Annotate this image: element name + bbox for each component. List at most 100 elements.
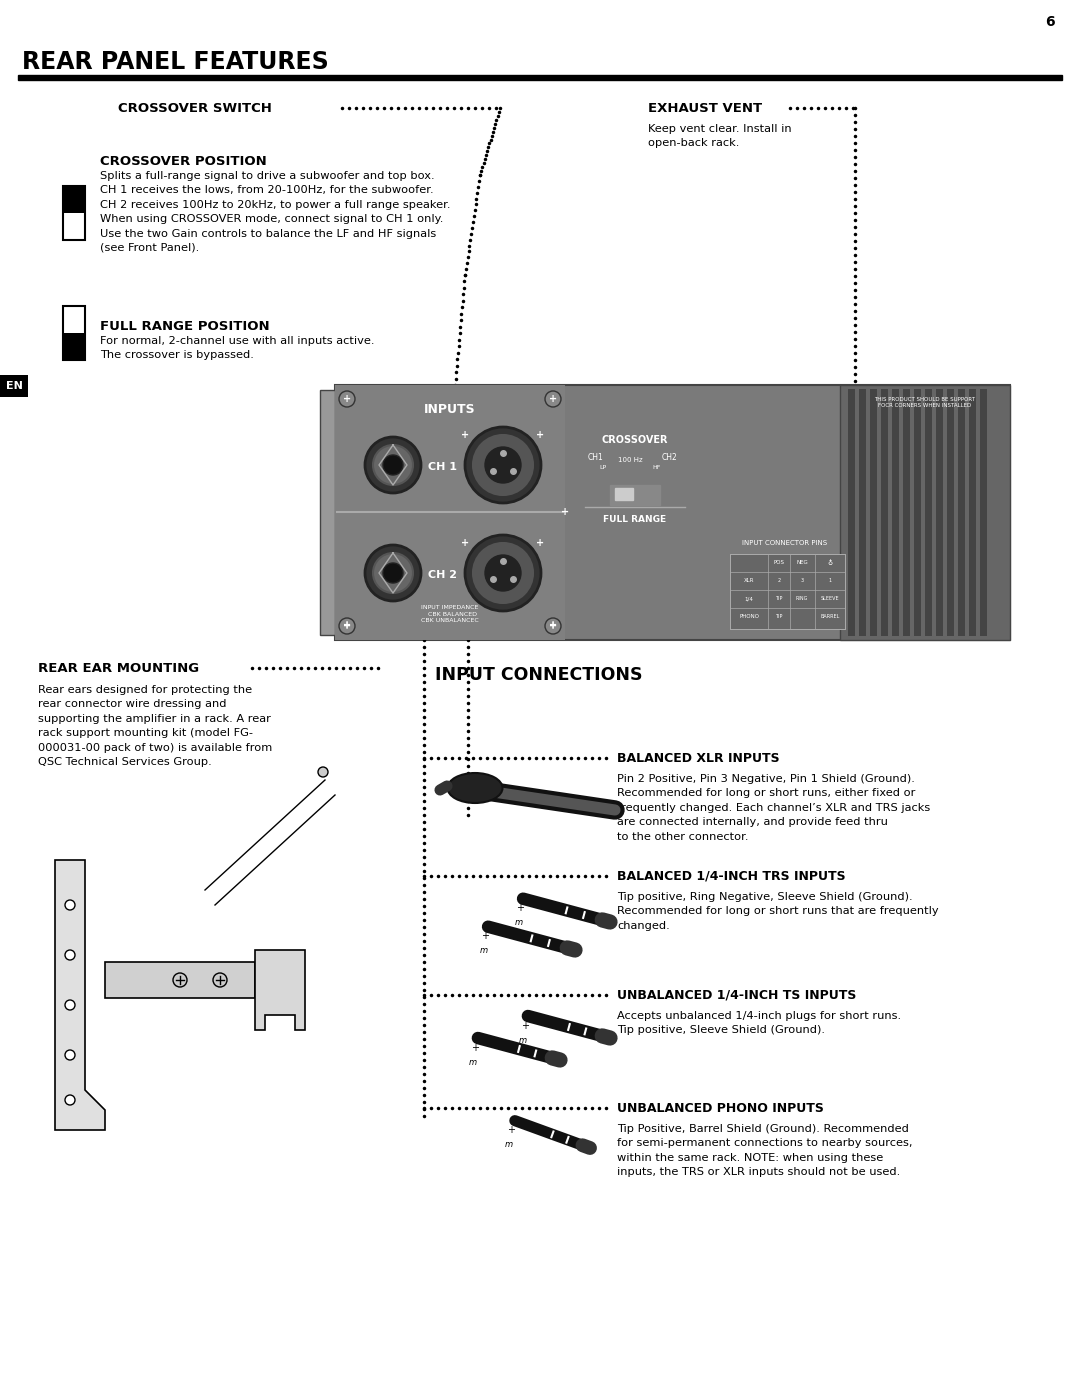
Bar — [63, 186, 85, 240]
Bar — [335, 386, 565, 640]
Circle shape — [545, 617, 561, 634]
Bar — [63, 186, 85, 212]
Bar — [320, 390, 335, 636]
Text: CH 1: CH 1 — [429, 462, 458, 472]
Text: CH1: CH1 — [588, 453, 603, 462]
Bar — [615, 488, 633, 500]
Ellipse shape — [447, 773, 502, 803]
Bar — [958, 388, 966, 636]
Text: 1: 1 — [828, 578, 832, 584]
Text: +: + — [536, 430, 544, 440]
Circle shape — [65, 900, 75, 909]
Text: m: m — [519, 1035, 527, 1045]
Circle shape — [213, 972, 227, 988]
Text: HF: HF — [652, 465, 661, 469]
Text: 2: 2 — [778, 578, 781, 584]
Text: INPUTS: INPUTS — [424, 402, 476, 416]
Bar — [947, 388, 954, 636]
Bar — [848, 388, 855, 636]
Text: EXHAUST VENT: EXHAUST VENT — [648, 102, 762, 115]
Text: Keep vent clear. Install in
open-back rack.: Keep vent clear. Install in open-back ra… — [648, 124, 792, 148]
Text: BARREL: BARREL — [821, 615, 839, 619]
Text: m: m — [480, 946, 487, 956]
Text: 6: 6 — [1045, 15, 1055, 29]
Circle shape — [173, 972, 187, 988]
Bar — [730, 555, 845, 629]
Text: 3: 3 — [800, 578, 804, 584]
Polygon shape — [105, 963, 255, 997]
Text: 100 Hz: 100 Hz — [618, 457, 643, 462]
Text: +: + — [516, 904, 525, 914]
Text: +: + — [482, 932, 489, 942]
Bar — [63, 306, 85, 360]
Bar — [903, 388, 910, 636]
Text: BALANCED XLR INPUTS: BALANCED XLR INPUTS — [617, 752, 780, 764]
Text: +: + — [461, 538, 469, 548]
Text: NEG: NEG — [796, 560, 808, 566]
Circle shape — [318, 767, 328, 777]
Text: m: m — [469, 1058, 477, 1067]
Text: Tip Positive, Barrel Shield (Ground). Recommended
for semi-permanent connections: Tip Positive, Barrel Shield (Ground). Re… — [617, 1125, 913, 1178]
Bar — [969, 388, 976, 636]
Text: 1/4: 1/4 — [744, 597, 754, 602]
Text: +: + — [549, 394, 557, 404]
Bar — [859, 388, 866, 636]
Text: CROSSOVER SWITCH: CROSSOVER SWITCH — [118, 102, 272, 115]
Circle shape — [485, 447, 521, 483]
Bar — [63, 332, 85, 360]
Text: FULL RANGE POSITION: FULL RANGE POSITION — [100, 320, 270, 332]
Text: EN: EN — [5, 381, 23, 391]
Circle shape — [485, 555, 521, 591]
Text: XLR: XLR — [744, 578, 754, 584]
Text: m: m — [514, 918, 523, 928]
Circle shape — [365, 545, 421, 601]
Text: +: + — [549, 622, 557, 631]
Text: +: + — [561, 507, 569, 517]
Text: FULL RANGE: FULL RANGE — [604, 515, 666, 524]
Circle shape — [339, 617, 355, 634]
Circle shape — [473, 434, 534, 495]
Bar — [0, 374, 28, 397]
Bar — [980, 388, 987, 636]
Text: UNBALANCED PHONO INPUTS: UNBALANCED PHONO INPUTS — [617, 1101, 824, 1115]
Bar — [335, 386, 1010, 640]
Text: THIS PRODUCT SHOULD BE SUPPORT
FOCR CORNERS WHEN INSTALLED: THIS PRODUCT SHOULD BE SUPPORT FOCR CORN… — [875, 397, 975, 408]
Bar — [610, 485, 660, 504]
Text: RING: RING — [796, 597, 808, 602]
Text: Rear ears designed for protecting the
rear connector wire dressing and
supportin: Rear ears designed for protecting the re… — [38, 685, 272, 767]
Text: Splits a full-range signal to drive a subwoofer and top box.
CH 1 receives the l: Splits a full-range signal to drive a su… — [100, 170, 450, 253]
Text: +: + — [343, 620, 351, 630]
Text: CH2: CH2 — [662, 453, 678, 462]
Bar — [840, 386, 1010, 640]
Text: LP: LP — [599, 465, 607, 469]
Text: TIP: TIP — [775, 597, 783, 602]
Circle shape — [373, 553, 413, 592]
Text: PHONO: PHONO — [739, 615, 759, 619]
Bar — [870, 388, 877, 636]
Text: +: + — [549, 620, 557, 630]
Circle shape — [365, 437, 421, 493]
Text: REAR PANEL FEATURES: REAR PANEL FEATURES — [22, 50, 328, 74]
Text: CROSSOVER POSITION: CROSSOVER POSITION — [100, 155, 267, 168]
Text: POS: POS — [773, 560, 784, 566]
Circle shape — [65, 1051, 75, 1060]
Circle shape — [383, 563, 403, 583]
Text: Accepts unbalanced 1/4-inch plugs for short runs.
Tip positive, Sleeve Shield (G: Accepts unbalanced 1/4-inch plugs for sh… — [617, 1011, 901, 1035]
Text: CH 2: CH 2 — [429, 570, 458, 580]
Text: REAR EAR MOUNTING: REAR EAR MOUNTING — [38, 662, 199, 675]
Text: Pin 2 Positive, Pin 3 Negative, Pin 1 Shield (Ground).
Recommended for long or s: Pin 2 Positive, Pin 3 Negative, Pin 1 Sh… — [617, 774, 930, 841]
Circle shape — [383, 455, 403, 475]
Text: +: + — [522, 1021, 529, 1031]
Bar — [914, 388, 921, 636]
Text: BALANCED 1/4-INCH TRS INPUTS: BALANCED 1/4-INCH TRS INPUTS — [617, 869, 846, 883]
Circle shape — [339, 391, 355, 407]
Bar — [936, 388, 943, 636]
Circle shape — [545, 391, 561, 407]
Bar — [924, 388, 932, 636]
Bar — [881, 388, 888, 636]
Circle shape — [65, 1000, 75, 1010]
Bar — [18, 75, 1062, 80]
Circle shape — [465, 427, 541, 503]
Text: +: + — [343, 394, 351, 404]
Text: TIP: TIP — [775, 615, 783, 619]
